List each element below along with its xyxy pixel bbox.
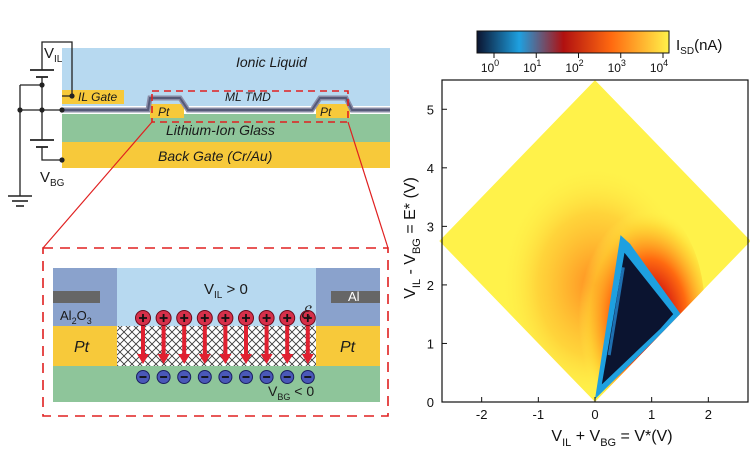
y-tick-label: 3	[427, 219, 434, 234]
colorbar-tick-label: 103	[608, 58, 626, 75]
device-cross-section: Ionic Liquid IL Gate ML TMD Pt Pt Lithiu…	[62, 48, 390, 168]
inset-pt-left	[53, 326, 117, 366]
colorbar-tick-label: 102	[565, 58, 583, 75]
colorbar: 100 101 102 103 104 ISD(nA)	[476, 30, 722, 75]
y-axis: 0 1 2 3 4 5	[427, 102, 447, 410]
lithium-glass-label: Lithium-Ion Glass	[166, 122, 275, 138]
v-bg-label: VBG	[40, 169, 65, 189]
colorbar-ticks: 100 101 102 103 104	[481, 53, 668, 75]
x-axis-label: VIL + VBG = V*(V)	[551, 428, 672, 449]
x-tick-label: -1	[533, 407, 545, 422]
x-axis: -2 -1 0 1 2	[476, 397, 712, 422]
plus-sign	[180, 314, 189, 322]
field-arrow-head	[219, 354, 232, 364]
inset-v-bg-label: VBG < 0	[268, 383, 314, 402]
heatmap-fill	[439, 80, 750, 402]
field-arrow-head	[178, 354, 191, 364]
inset-al2o3-label: Al2O3	[60, 308, 92, 326]
field-arrow-head	[301, 354, 314, 364]
inset-glass	[53, 366, 380, 402]
plus-sign	[221, 314, 230, 322]
zoom-region-box	[151, 90, 349, 123]
inset-pt-right	[316, 326, 380, 366]
inset-frame	[42, 247, 389, 417]
y-tick-label: 5	[427, 102, 434, 117]
y-tick-label: 2	[427, 278, 434, 293]
v-il-label: VIL	[44, 45, 63, 65]
field-arrow-head	[240, 354, 252, 364]
circuit-nodes	[17, 82, 75, 163]
plus-sign	[303, 314, 312, 322]
y-axis-label: VIL - VBG = E* (V)	[402, 177, 423, 299]
pt-right-label: Pt	[320, 105, 332, 119]
field-arrow-head	[260, 354, 273, 364]
colorbar-label: ISD(nA)	[676, 37, 722, 57]
pt-contact-right	[316, 104, 350, 118]
heatmap-diamond	[439, 80, 750, 402]
pt-contact-left	[150, 104, 184, 118]
inset-pt-left-label: Pt	[74, 339, 90, 356]
field-arrow-head	[137, 354, 149, 364]
il-gate-label: IL Gate	[78, 90, 117, 104]
lithium-glass-layer	[62, 114, 390, 142]
pt-left-label: Pt	[158, 105, 170, 119]
field-arrow-head	[198, 354, 211, 364]
x-tick-label: 2	[705, 407, 712, 422]
field-arrow-head	[281, 354, 294, 364]
zoom-inset: VIL > 0 VBG < 0 Al2O3 Al Pt Pt ℰ	[42, 247, 389, 417]
bias-circuit	[8, 41, 73, 207]
plus-sign	[139, 314, 147, 322]
colorbar-tick-label: 100	[481, 58, 499, 75]
field-arrow-head	[157, 354, 170, 364]
back-gate-label: Back Gate (Cr/Au)	[158, 148, 272, 164]
inset-al-right	[331, 291, 380, 303]
il-gate-electrode	[62, 90, 124, 104]
inset-al-left	[53, 291, 100, 303]
zoom-connector-left	[42, 121, 153, 249]
plus-sign	[262, 314, 271, 322]
plus-sign	[283, 314, 292, 322]
inset-v-il-label: VIL > 0	[204, 281, 248, 301]
colorbar-tick-label: 104	[650, 58, 668, 75]
inset-pt-right-label: Pt	[340, 339, 356, 356]
x-tick-label: 1	[648, 407, 655, 422]
colorbar-tick-label: 101	[523, 58, 541, 75]
y-tick-label: 4	[427, 161, 434, 176]
field-symbol: ℰ	[300, 303, 312, 322]
tmd-layer-inner	[62, 97, 390, 111]
inset-al-label: Al	[348, 289, 360, 304]
plus-sign	[242, 314, 250, 322]
heatmap-plot: -2 -1 0 1 2 0 1 2 3 4 5 VIL + VBG = V*(V) VIL - V…	[402, 79, 750, 449]
ionic-liquid-label: Ionic Liquid	[236, 54, 308, 70]
inset-tmd-lattice	[117, 326, 316, 366]
plus-sign	[159, 314, 168, 322]
x-tick-label: 0	[591, 407, 598, 422]
colorbar-gradient	[476, 30, 670, 54]
x-tick-label: -2	[476, 407, 488, 422]
plus-sign	[200, 314, 209, 322]
heatmap-stripe	[607, 267, 625, 356]
ml-tmd-label: ML TMD	[225, 90, 271, 104]
y-tick-label: 1	[427, 336, 434, 351]
y-tick-label: 0	[427, 395, 434, 410]
charge-pairs	[135, 310, 316, 384]
zoom-connector-right	[347, 121, 389, 249]
